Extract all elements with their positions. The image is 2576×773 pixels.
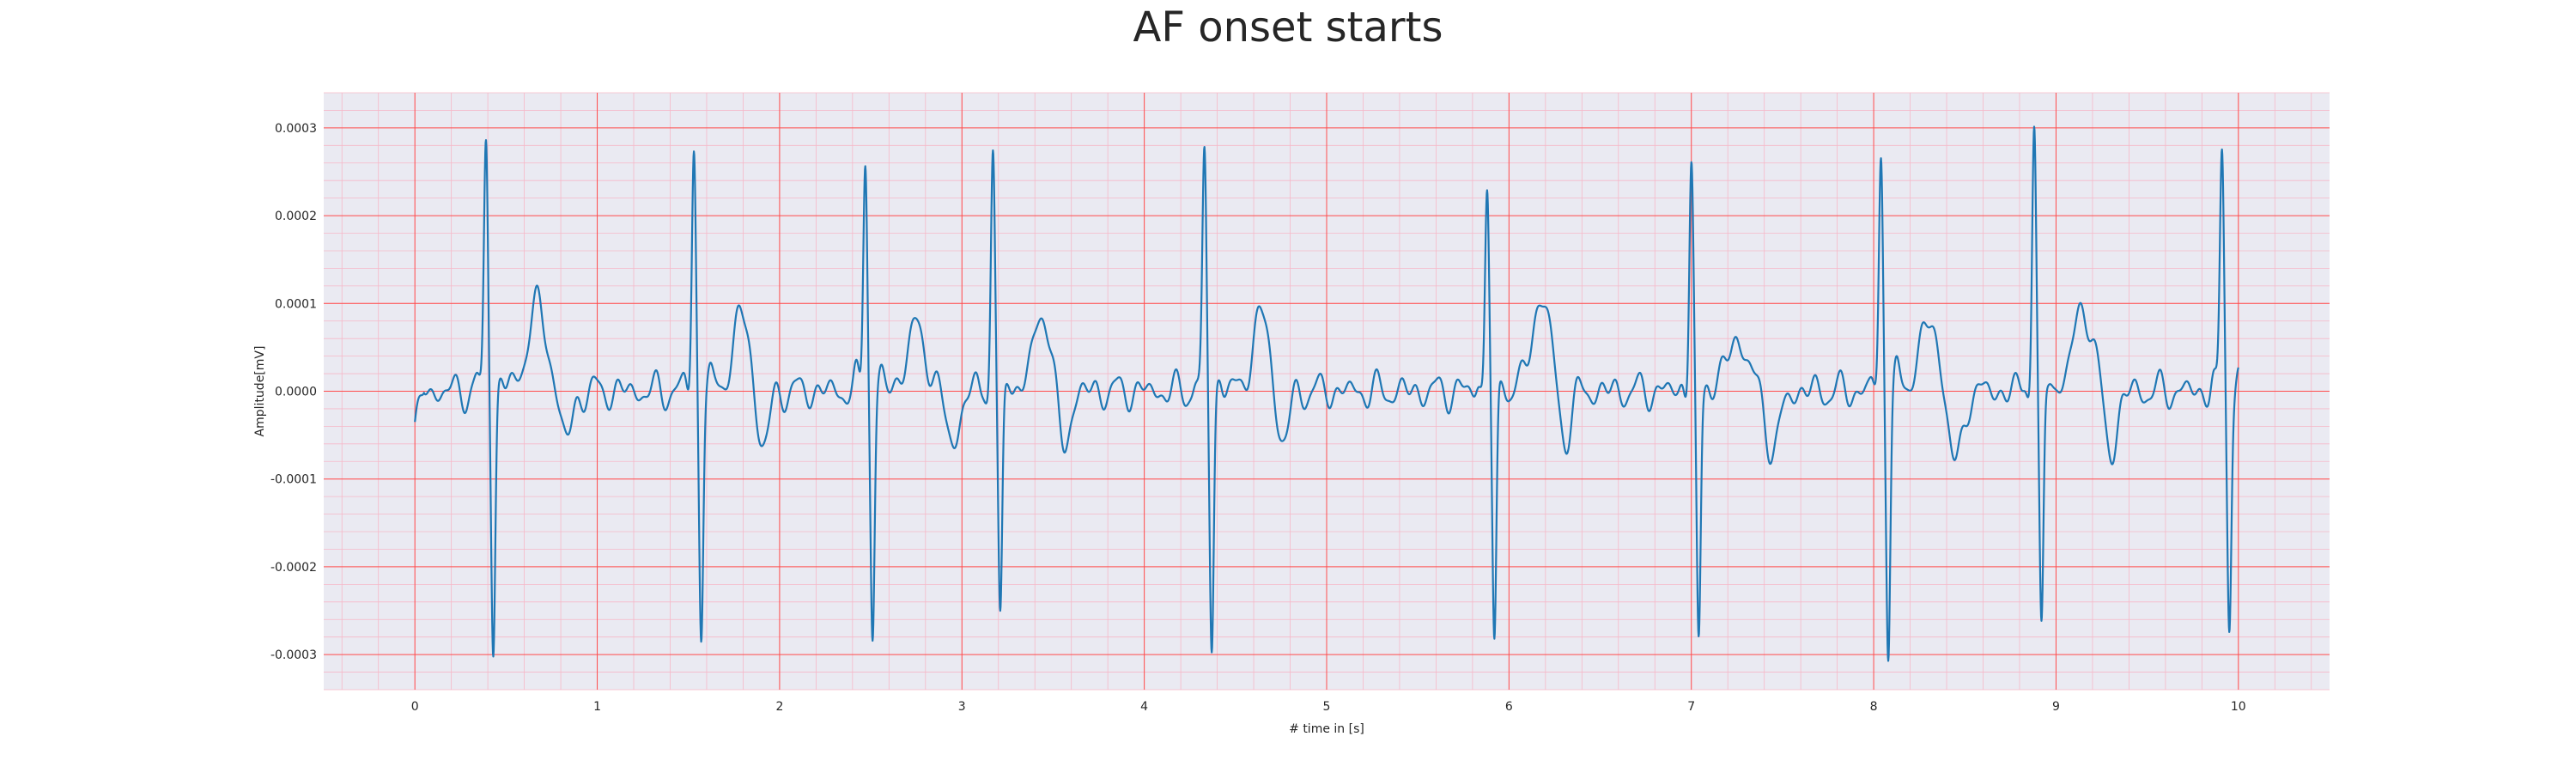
x-tick-label: 1: [593, 700, 601, 714]
x-tick-label: 6: [1505, 700, 1513, 714]
x-tick-label: 5: [1323, 700, 1331, 714]
x-tick-label: 7: [1687, 700, 1695, 714]
y-tick-labels: 0.0003 0.0002 0.0001 0.0000 -0.0001 -0.0002 -0…: [270, 122, 317, 662]
y-tick-label: -0.0001: [270, 473, 317, 487]
x-tick-label: 4: [1140, 700, 1148, 714]
x-tick-label: 2: [775, 700, 783, 714]
x-tick-label: 10: [2231, 700, 2246, 714]
x-tick-label: 0: [411, 700, 419, 714]
y-axis-label: Amplitude[mV]: [253, 346, 267, 437]
y-tick-label: 0.0002: [275, 210, 317, 223]
major-grid: [324, 93, 2330, 690]
ecg-signal-line: [414, 125, 2239, 662]
x-tick-label: 3: [958, 700, 966, 714]
y-tick-label: 0.0001: [275, 297, 317, 311]
x-axis-label: # time in [s]: [1289, 722, 1364, 736]
y-tick-label: 0.0003: [275, 122, 317, 136]
y-tick-label: -0.0003: [270, 648, 317, 662]
x-tick-label: 8: [1870, 700, 1878, 714]
y-tick-label: 0.0000: [275, 386, 317, 399]
x-tick-labels: 0 1 2 3 4 5 6 7 8 9 10: [411, 700, 2246, 714]
x-tick-label: 9: [2052, 700, 2060, 714]
chart-title: AF onset starts: [1133, 3, 1443, 52]
y-tick-label: -0.0002: [270, 561, 317, 575]
